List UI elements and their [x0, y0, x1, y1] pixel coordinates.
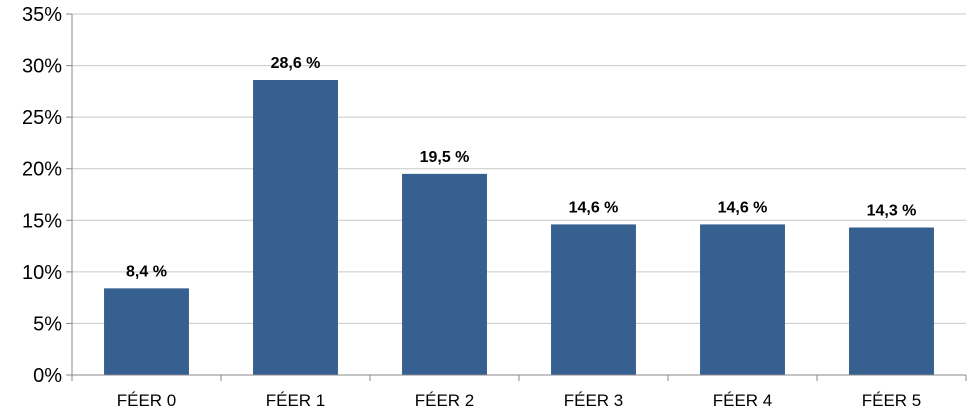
y-tick-label: 5% — [33, 313, 62, 335]
data-label: 19,5 % — [420, 149, 470, 166]
bar — [253, 80, 338, 376]
x-tick-labels: FÉER 0 FÉER 1 FÉER 2 FÉER 3 FÉER 4 FÉER 5 — [117, 391, 922, 410]
y-tick-label: 0% — [33, 365, 62, 387]
bar — [700, 224, 785, 375]
bar — [849, 227, 934, 375]
x-tick-label: FÉER 5 — [862, 391, 922, 410]
data-label: 14,6 % — [718, 199, 768, 216]
gridlines — [72, 13, 966, 324]
x-tick-label: FÉER 4 — [713, 391, 773, 410]
bar — [104, 288, 189, 375]
y-tick-label: 10% — [22, 262, 62, 284]
data-label: 14,3 % — [867, 203, 917, 220]
y-tick-label: 25% — [22, 107, 62, 129]
y-tick-label: 20% — [22, 159, 62, 181]
x-tick-label: FÉER 2 — [415, 391, 475, 410]
bars — [104, 80, 934, 376]
data-label: 28,6 % — [271, 55, 321, 72]
x-tick-label: FÉER 3 — [564, 391, 624, 410]
x-tick-label: FÉER 0 — [117, 391, 177, 410]
data-label: 14,6 % — [569, 199, 619, 216]
x-tick-label: FÉER 1 — [266, 391, 326, 410]
y-tick-label: 30% — [22, 56, 62, 78]
axes — [66, 13, 967, 381]
y-tick-label: 15% — [22, 210, 62, 232]
y-tick-labels: 0% 5% 10% 15% 20% 25% 30% 35% — [22, 4, 62, 387]
data-label: 8,4 % — [126, 263, 167, 280]
bar — [551, 224, 636, 375]
bar — [402, 173, 487, 375]
y-tick-label: 35% — [22, 4, 62, 26]
data-labels: 8,4 % 28,6 % 19,5 % 14,6 % 14,6 % 14,3 % — [126, 55, 916, 280]
